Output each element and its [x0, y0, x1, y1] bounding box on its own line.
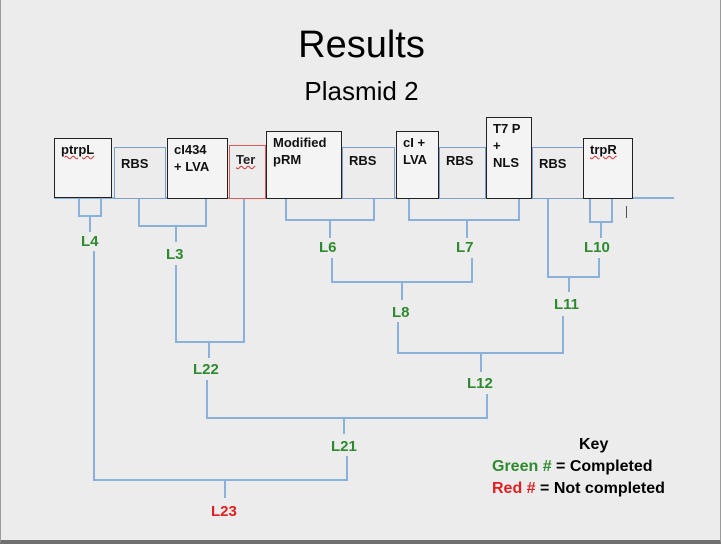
bracket-l10	[589, 199, 613, 223]
part-terminator: Ter	[229, 145, 266, 199]
part-trpR: trpR	[583, 138, 633, 199]
bracket-l4	[78, 199, 102, 217]
key-red-marker: Red #	[492, 480, 536, 497]
key-not-completed-row: Red # = Not completed	[492, 480, 665, 498]
part-cl434-lva: cI434 + LVA	[167, 138, 228, 199]
bracket-l3	[138, 199, 207, 227]
slide-title: Results	[298, 24, 425, 66]
key-completed-row: Green # = Completed	[492, 458, 653, 476]
bracket-l11	[547, 199, 600, 278]
ligation-label-l6: L6	[319, 239, 337, 256]
part-rbs-3: RBS	[439, 147, 486, 199]
part-rbs-4: RBS	[532, 147, 584, 199]
key-title: Key	[579, 436, 609, 453]
ligation-label-l23: L23	[211, 503, 237, 520]
ligation-label-l22: L22	[193, 361, 219, 378]
slide-subtitle: Plasmid 2	[304, 76, 419, 106]
bracket-l12	[397, 316, 564, 354]
ligation-label-l8: L8	[392, 304, 410, 321]
bracket-l21	[206, 380, 488, 419]
bracket-l23	[93, 251, 348, 481]
ligation-label-l3: L3	[166, 246, 184, 263]
part-t7p-nls: T7 P + NLS	[486, 117, 532, 199]
part-ptrpL: ptrpL	[54, 138, 112, 198]
part-rbs-1: RBS	[114, 147, 166, 199]
part-rbs-2: RBS	[342, 147, 395, 199]
ligation-label-l21: L21	[331, 438, 357, 455]
key-not-completed-text: = Not completed	[535, 480, 665, 497]
ligation-label-l10: L10	[584, 239, 610, 256]
bracket-l22	[175, 199, 245, 343]
bracket-l7	[408, 199, 520, 221]
key-completed-text: = Completed	[551, 458, 653, 475]
part-modified-prm: Modified pRM	[266, 131, 342, 199]
ligation-label-l11: L11	[554, 296, 580, 313]
ligation-label-l12: L12	[467, 375, 493, 392]
bracket-l8	[331, 258, 473, 283]
backbone-tick-mark	[626, 206, 627, 218]
key-green-marker: Green #	[492, 458, 552, 475]
part-cl-lva: cI + LVA	[396, 131, 439, 199]
ligation-label-l4: L4	[81, 233, 99, 250]
ligation-label-l7: L7	[456, 239, 474, 256]
bracket-l6	[285, 199, 375, 221]
